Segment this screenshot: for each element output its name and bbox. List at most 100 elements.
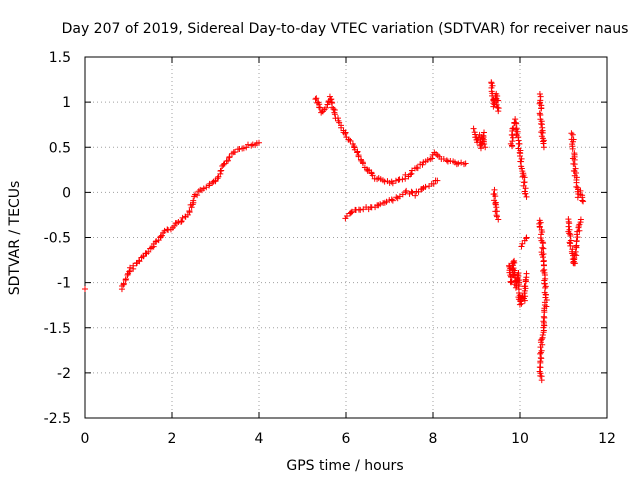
data-point [419,161,426,168]
data-point [512,116,519,123]
data-point [348,209,355,216]
data-point [407,171,414,178]
data-point [171,223,178,230]
data-point [440,156,447,163]
data-point [523,270,530,277]
data-point [389,180,396,187]
data-point [574,234,581,241]
data-point [538,336,545,343]
data-point [540,245,547,252]
data-point [540,144,547,151]
series-markers [507,116,530,200]
data-point [434,177,441,184]
x-tick-label: 0 [81,431,90,447]
x-tick-label: 4 [255,431,264,447]
x-tick-label: 2 [168,431,177,447]
data-point [494,104,501,111]
data-point [393,194,400,201]
axis-ticks [84,56,608,419]
data-point [209,179,216,186]
data-point [377,201,384,208]
data-point [513,125,520,132]
data-point [539,244,546,251]
data-point [327,96,334,103]
y-tick-label: -2 [57,366,71,382]
data-point [482,144,489,151]
data-point [573,237,580,244]
data-point [408,170,415,177]
data-point [481,129,488,136]
data-point [226,153,233,160]
data-point [493,101,500,108]
data-point [419,186,426,193]
data-point [403,187,410,194]
data-point [508,279,515,286]
data-point [537,344,544,351]
data-point [492,200,499,207]
data-point [194,192,201,199]
data-point [313,95,320,102]
data-point [206,180,213,187]
data-point [145,248,152,255]
data-point [537,219,544,226]
data-point [412,192,419,199]
y-tick-label: -0.5 [44,231,71,247]
data-point [537,354,544,361]
data-point [347,137,354,144]
data-point [515,272,522,279]
data-point [572,260,579,267]
chart-title: Day 207 of 2019, Sidereal Day-to-day VTE… [62,21,629,37]
data-point [577,187,584,194]
series-markers [536,217,550,384]
data-point [186,208,193,215]
data-point [518,155,525,162]
data-point [120,280,127,287]
data-point [541,314,548,321]
data-point [568,130,575,137]
data-point [369,172,376,179]
data-point [165,226,172,233]
data-point [519,240,526,247]
data-point [256,139,262,146]
grid-lines [85,57,607,418]
data-point [409,189,416,196]
y-tick-label: -2.5 [44,411,71,427]
data-point [541,302,548,309]
data-point [577,216,584,223]
data-point [579,197,586,204]
data-point [330,106,337,113]
data-point [127,264,134,271]
data-point [492,193,499,200]
data-point [414,165,421,172]
data-point [231,149,238,156]
data-point [220,161,227,168]
data-point [331,111,338,118]
data-point [537,235,544,242]
data-point [539,254,546,261]
data-point [539,129,546,136]
series-markers [536,91,547,151]
data-point [522,293,529,300]
data-point [565,223,572,230]
data-point [354,149,361,156]
data-point [566,220,573,227]
series-markers [118,139,262,293]
y-tick-labels: -2.5 -2 -1.5 -1 -0.5 0 0.5 1 1.5 [44,50,71,427]
data-point [430,180,437,187]
data-point [569,131,576,138]
y-tick-label: 0.5 [49,140,71,156]
data-point [540,251,547,258]
data-series [82,79,587,384]
x-tick-labels: 0 2 4 6 8 10 12 [81,431,616,447]
data-point [218,167,225,174]
data-point [200,185,207,192]
x-tick-label: 12 [598,431,616,447]
y-tick-label: -1 [57,276,71,292]
data-point [178,218,185,225]
data-point [510,134,517,141]
data-point [402,189,409,196]
data-point [357,206,364,213]
series-markers [470,125,489,152]
data-point [136,258,143,265]
